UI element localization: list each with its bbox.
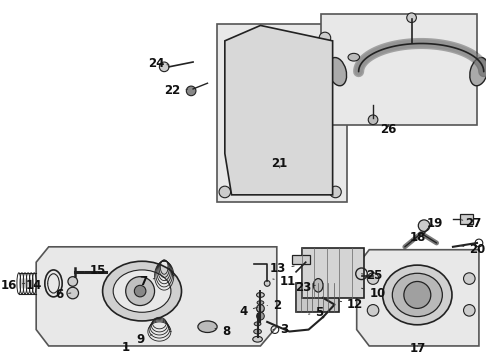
Circle shape (366, 273, 378, 284)
Circle shape (219, 186, 230, 198)
Ellipse shape (198, 321, 217, 333)
Circle shape (125, 276, 154, 306)
Text: 15: 15 (84, 264, 106, 278)
Circle shape (256, 312, 264, 320)
Text: 25: 25 (361, 269, 382, 282)
Ellipse shape (313, 279, 323, 292)
Polygon shape (356, 250, 478, 346)
Text: 4: 4 (239, 305, 257, 318)
Bar (292, 255, 309, 264)
Text: 8: 8 (215, 325, 230, 338)
Bar (295, 283, 339, 312)
Text: 26: 26 (380, 123, 396, 136)
Circle shape (463, 305, 474, 316)
Circle shape (134, 285, 145, 297)
Ellipse shape (256, 293, 264, 297)
Ellipse shape (327, 58, 346, 86)
Text: 17: 17 (408, 342, 425, 355)
Bar (217, 23, 346, 202)
Text: 27: 27 (461, 217, 481, 230)
Ellipse shape (252, 336, 262, 342)
Text: 2: 2 (266, 299, 281, 312)
Text: 6: 6 (55, 288, 71, 301)
Bar (459, 214, 472, 224)
Text: 12: 12 (340, 298, 363, 311)
Text: 13: 13 (270, 262, 293, 275)
Ellipse shape (102, 261, 181, 321)
Ellipse shape (238, 86, 292, 153)
Circle shape (329, 186, 341, 198)
Text: 16: 16 (0, 279, 24, 292)
Circle shape (159, 62, 169, 72)
Ellipse shape (469, 58, 487, 86)
Circle shape (319, 32, 330, 44)
Text: 18: 18 (409, 231, 425, 244)
Circle shape (256, 305, 264, 312)
Circle shape (67, 287, 79, 299)
Bar (321, 14, 476, 125)
Circle shape (264, 280, 269, 286)
Text: 23: 23 (295, 281, 315, 294)
Ellipse shape (247, 97, 282, 143)
Circle shape (366, 305, 378, 316)
Text: 24: 24 (147, 58, 169, 71)
Circle shape (68, 276, 78, 286)
Circle shape (186, 86, 196, 96)
Ellipse shape (382, 265, 451, 325)
Circle shape (417, 220, 429, 231)
Text: 22: 22 (164, 84, 187, 98)
Circle shape (403, 282, 430, 309)
Ellipse shape (113, 270, 171, 312)
Text: 20: 20 (460, 243, 485, 256)
Text: 11: 11 (272, 275, 295, 288)
Text: 1: 1 (122, 341, 129, 354)
Ellipse shape (391, 273, 442, 316)
Text: 10: 10 (361, 287, 385, 300)
Text: 3: 3 (272, 323, 287, 336)
Bar (301, 248, 364, 298)
Ellipse shape (254, 322, 261, 326)
Polygon shape (36, 247, 276, 346)
Circle shape (463, 273, 474, 284)
Text: 5: 5 (308, 306, 323, 319)
Ellipse shape (253, 329, 261, 334)
Text: 19: 19 (426, 217, 443, 230)
Text: 14: 14 (25, 279, 48, 292)
Ellipse shape (257, 301, 263, 305)
Ellipse shape (257, 309, 263, 312)
Ellipse shape (347, 53, 359, 61)
Text: 9: 9 (137, 333, 152, 346)
Circle shape (406, 13, 415, 23)
Text: 21: 21 (271, 157, 287, 170)
Text: 7: 7 (140, 275, 155, 288)
Polygon shape (224, 26, 332, 195)
Circle shape (367, 115, 377, 125)
